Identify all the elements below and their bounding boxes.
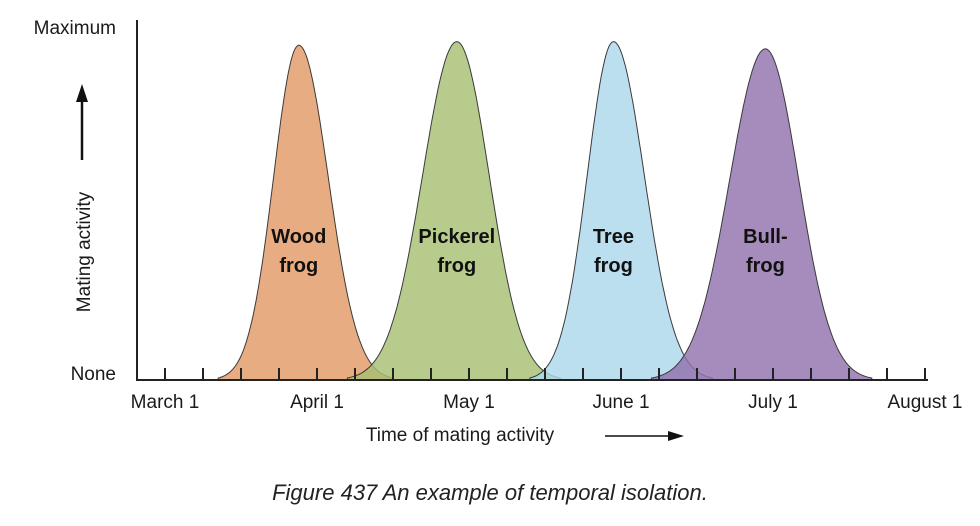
curve-wood-frog [217,44,394,381]
curve-pickerel-frog [346,41,561,381]
label-bullfrog-line-2: frog [746,255,785,277]
label-tree-frog-line-2: frog [594,255,633,277]
label-pickerel-frog-line-2: frog [437,255,476,277]
label-wood-frog-line-2: frog [279,255,318,277]
y-axis-arrow-head [76,84,88,102]
x-axis-ticks [164,368,926,380]
x-tick-label-march-1: March 1 [131,392,200,413]
label-bullfrog-line-1: Bull- [743,226,787,248]
curve-tree-frog [529,41,713,381]
x-tick-label-august-1: August 1 [888,392,963,413]
x-tick-label-june-1: June 1 [592,392,649,413]
y-axis-label: Mating activity [74,191,95,312]
y-tick-maximum: Maximum [34,18,116,39]
label-pickerel-frog-line-1: Pickerel [418,226,495,248]
figure-caption: Figure 437 An example of temporal isolat… [272,480,708,505]
x-axis-label: Time of mating activity [366,425,555,446]
y-tick-none: None [71,364,116,385]
x-tick-label-may-1: May 1 [443,392,495,413]
temporal-isolation-chart: Maximum None Mating activity Time of mat… [34,18,963,446]
mating-curves [217,41,873,381]
x-tick-label-july-1: July 1 [748,392,798,413]
label-tree-frog-line-1: Tree [593,226,634,248]
label-wood-frog-line-1: Wood [271,226,326,248]
species-labels: Wood frog Pickerel frog Tree frog Bull-frog [271,226,787,277]
curve-bullfrog [650,48,873,381]
x-axis-arrow [605,431,684,441]
y-axis-arrow [76,84,88,160]
x-tick-label-april-1: April 1 [290,392,344,413]
x-axis-tick-labels: March 1 April 1 May 1 June 1 July 1 August 1 [131,392,963,413]
axes [136,20,928,381]
x-axis-arrow-head [668,431,684,441]
